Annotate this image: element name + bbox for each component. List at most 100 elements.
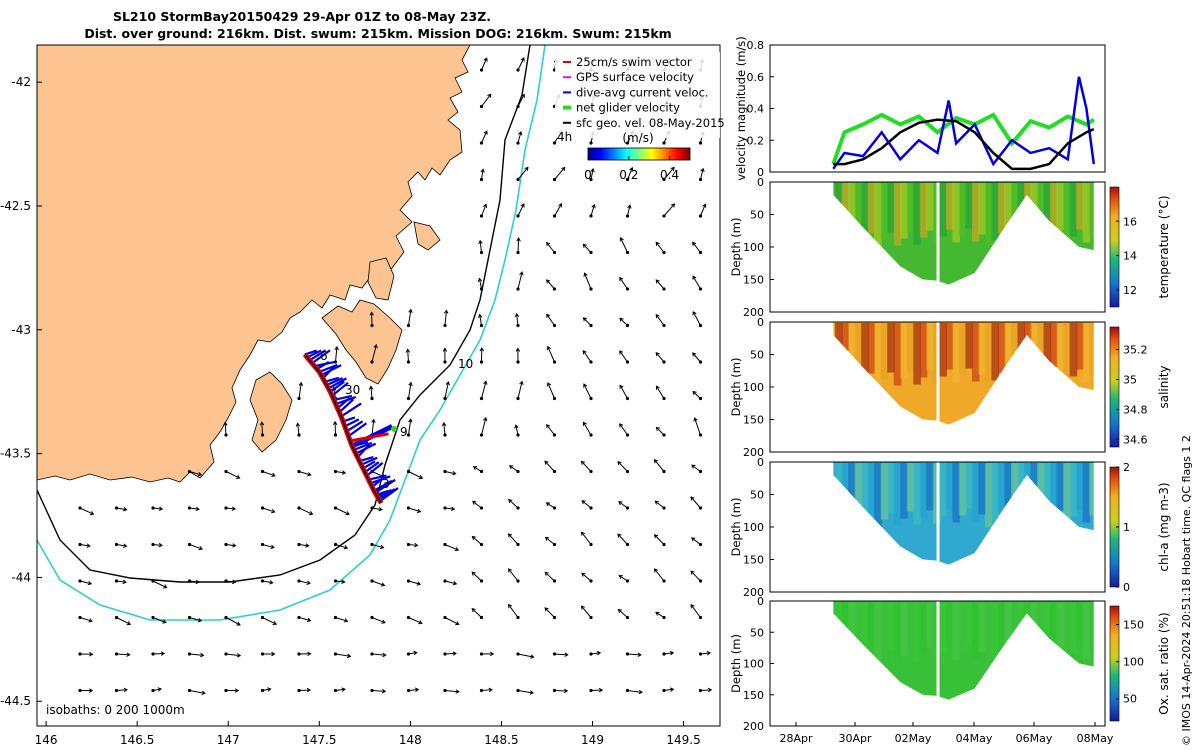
velocity-vector (481, 381, 487, 399)
velocity-vector-tail (151, 688, 155, 693)
velocity-vector (515, 425, 519, 436)
velocity-vector-tail (443, 542, 447, 547)
velocity-vector (79, 617, 93, 622)
velocity-vector-tail (224, 688, 228, 693)
depth-tick-label: 0 (757, 595, 764, 608)
velocity-vector-head (508, 499, 513, 504)
velocity-vector-head (381, 688, 387, 694)
velocity-vector (581, 572, 592, 582)
velocity-y-tick-label: 0.4 (747, 103, 765, 116)
velocity-vector (581, 531, 592, 545)
velocity-vector-head (479, 347, 484, 352)
velocity-vector (335, 617, 348, 622)
velocity-vector-tail (552, 652, 557, 656)
velocity-vector-head (295, 422, 301, 427)
section-streak (1011, 183, 1019, 240)
section-streak (965, 183, 973, 229)
velocity-vector-head (197, 618, 203, 623)
map-x-axis: 146 146.5 147 147.5 148 148.5 149 149.5 (35, 721, 701, 747)
velocity-vector-tail (260, 579, 265, 583)
dive-avg-current-vector (371, 476, 385, 488)
velocity-vector-head (234, 688, 240, 693)
velocity-vector (408, 617, 422, 624)
velocity-vector-tail (370, 579, 374, 583)
velocity-vector (691, 537, 701, 545)
velocity-vector-head (519, 271, 524, 276)
velocity-vector-head (529, 690, 535, 695)
section-streak (1043, 183, 1052, 245)
velocity-vector-tail (552, 287, 557, 291)
velocity-vector (371, 344, 377, 363)
velocity-vector (690, 496, 701, 509)
velocity-vector-tail (625, 652, 630, 656)
panel-colorbar (1109, 605, 1120, 722)
panel-colorbar-tick-label: 2 (1123, 461, 1130, 474)
velocity-vector-tail (479, 214, 484, 218)
velocity-vector-head (483, 416, 488, 422)
section-streak (919, 183, 928, 238)
velocity-vector-tail (370, 323, 374, 328)
velocity-vector-tail (297, 579, 301, 583)
panel-colorbar-tick-label: 14 (1123, 250, 1137, 263)
heatmap-panel-1: 0 50 100 150 200 Depth (m) 12 14 16 temperature (… (729, 176, 1171, 319)
section-streak (971, 323, 980, 382)
velocity-vector-head (259, 421, 265, 426)
dive-avg-current-vector (360, 456, 378, 466)
velocity-vector (619, 317, 628, 326)
section-streak (997, 183, 1006, 234)
velocity-vector-head (637, 652, 642, 657)
velocity-vector (79, 507, 94, 515)
velocity-vector-head (163, 584, 168, 589)
velocity-vector (481, 689, 492, 691)
section-blank-left (771, 323, 834, 451)
velocity-vector-tail (698, 323, 703, 328)
velocity-vector (517, 203, 525, 217)
velocity-vector-head (516, 237, 521, 242)
section-streak (1004, 183, 1013, 247)
velocity-vector-tail (552, 360, 557, 364)
velocity-vector-tail (370, 506, 374, 510)
velocity-vector-head (707, 687, 713, 693)
velocity-vector (408, 309, 412, 326)
section-streak (1050, 463, 1058, 518)
section-streak (1076, 463, 1084, 510)
depth-tick-label: 100 (743, 521, 764, 534)
annotation-30: 30 (345, 383, 360, 397)
velocity-vector-tail (662, 287, 666, 291)
velocity-vector-head (236, 653, 242, 658)
velocity-vector (619, 277, 628, 290)
velocity-vector-tail (662, 542, 666, 547)
velocity-vector-tail (698, 396, 703, 401)
velocity-vector-tail (552, 506, 557, 510)
velocity-vector-head (89, 511, 95, 516)
velocity-vector-tail (479, 542, 484, 547)
velocity-vector-head (702, 203, 707, 208)
map-x-tick-label: 149.5 (666, 733, 700, 747)
velocity-vector-head (345, 511, 350, 516)
glider-current-position (390, 425, 397, 432)
velocity-vector (116, 653, 130, 656)
net-track-line (304, 354, 382, 504)
velocity-vector (79, 580, 92, 585)
section-streak (1056, 183, 1065, 231)
velocity-vector-tail (114, 615, 119, 620)
velocity-vector-tail (589, 396, 593, 401)
velocity-vector-tail (625, 250, 630, 255)
velocity-vector-tail (589, 615, 593, 620)
velocity-vector (655, 314, 665, 326)
section-streak (906, 323, 915, 372)
section-streak (997, 323, 1006, 374)
velocity-vector-head (507, 568, 512, 573)
velocity-vector (508, 604, 519, 618)
section-streak (1069, 602, 1078, 654)
section-streak (893, 183, 902, 246)
velocity-vector-head (197, 471, 203, 477)
section-streak (1043, 323, 1052, 385)
velocity-vector-tail (625, 323, 630, 328)
velocity-vector (508, 568, 519, 582)
velocity-vector (371, 690, 386, 692)
velocity-vector-tail (187, 615, 192, 620)
dive-avg-current-vector (309, 349, 327, 362)
velocity-vector-head (619, 317, 624, 322)
velocity-vector-tail (662, 433, 666, 437)
